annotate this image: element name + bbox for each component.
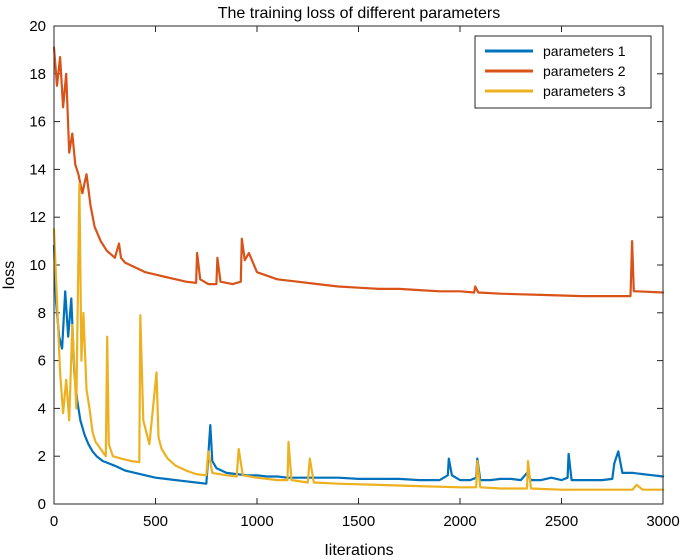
legend-entry: parameters 1 <box>543 43 626 59</box>
plot-area-frame <box>53 25 664 505</box>
x-tick-label: 2000 <box>443 513 476 530</box>
y-tick-label: 4 <box>38 400 46 417</box>
y-tick-label: 2 <box>38 448 46 465</box>
y-tick-label: 18 <box>29 66 46 83</box>
chart-title: The training loss of different parameter… <box>218 5 501 22</box>
x-tick-label: 0 <box>50 513 58 530</box>
x-axis-label: Iiterations <box>324 542 393 559</box>
legend-entry: parameters 3 <box>543 83 626 99</box>
x-tick-label: 1500 <box>342 513 375 530</box>
y-tick-label: 6 <box>38 353 46 370</box>
y-tick-label: 20 <box>29 18 46 35</box>
legend: parameters 1 parameters 2 parameters 3 <box>474 35 652 109</box>
x-axis-ticks: 0 500 1000 1500 2000 2500 3000 <box>50 26 680 530</box>
legend-entry: parameters 2 <box>543 63 626 79</box>
series-group <box>52 46 665 491</box>
y-tick-label: 10 <box>29 257 46 274</box>
y-axis-label: loss <box>1 261 18 289</box>
y-tick-label: 14 <box>29 161 46 178</box>
y-axis-ticks: 0 2 4 6 8 10 12 14 16 18 20 <box>29 18 663 513</box>
x-tick-label: 1000 <box>240 513 273 530</box>
series-line-parameters-3 <box>52 182 665 491</box>
series-line-parameters-2 <box>52 46 665 298</box>
y-tick-label: 12 <box>29 209 46 226</box>
y-tick-label: 0 <box>38 496 46 513</box>
y-tick-label: 16 <box>29 114 46 131</box>
x-tick-label: 3000 <box>646 513 679 530</box>
y-tick-label: 8 <box>38 305 46 322</box>
x-tick-label: 500 <box>143 513 168 530</box>
x-tick-label: 2500 <box>545 513 578 530</box>
